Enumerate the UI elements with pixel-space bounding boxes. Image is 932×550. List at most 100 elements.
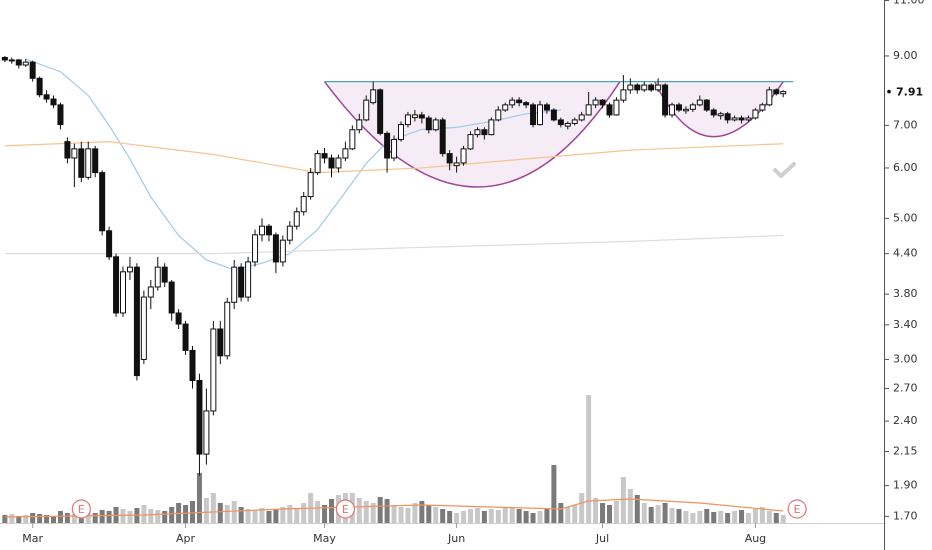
earnings-marker: E bbox=[335, 499, 355, 519]
volume-bar bbox=[454, 513, 460, 523]
candle-body bbox=[300, 196, 307, 213]
volume-bar bbox=[544, 509, 550, 523]
volume-bar bbox=[287, 505, 293, 523]
volume-bar bbox=[690, 513, 696, 523]
candle-body bbox=[620, 89, 627, 101]
y-tick-label: 3.80 bbox=[893, 287, 918, 300]
candle-body bbox=[550, 109, 557, 121]
volume-bar bbox=[509, 508, 515, 523]
y-tick-label: 1.90 bbox=[893, 479, 918, 492]
volume-bar bbox=[190, 501, 196, 523]
candle-body bbox=[182, 323, 189, 351]
candle-body bbox=[140, 296, 147, 360]
volume-bar bbox=[266, 511, 272, 523]
candle-body bbox=[217, 328, 224, 357]
volume-bar bbox=[92, 513, 98, 523]
candle-body bbox=[210, 328, 217, 412]
volume-bar bbox=[162, 511, 168, 523]
candle-body bbox=[578, 114, 585, 121]
volume-bar bbox=[9, 514, 15, 523]
volume-bar bbox=[613, 501, 619, 523]
candle-body bbox=[780, 91, 787, 95]
candle-body bbox=[752, 109, 759, 119]
earnings-circle bbox=[335, 499, 355, 519]
candle-body bbox=[696, 99, 703, 106]
volume-bar bbox=[405, 508, 411, 523]
candle-body bbox=[669, 104, 676, 116]
y-tick-label: 2.15 bbox=[893, 445, 918, 458]
volume-bar bbox=[384, 499, 390, 523]
volume-bar bbox=[64, 513, 70, 523]
candle-body bbox=[78, 148, 85, 178]
volume-bar bbox=[245, 509, 251, 523]
volume-bar bbox=[231, 501, 237, 523]
candle-body bbox=[530, 104, 537, 126]
candle-body bbox=[641, 84, 648, 91]
candle-body bbox=[92, 148, 99, 174]
volume-bar bbox=[732, 511, 738, 523]
candle-body bbox=[516, 99, 523, 104]
volume-bar bbox=[106, 511, 112, 523]
volume-bar bbox=[141, 505, 147, 523]
volume-bar bbox=[203, 498, 209, 523]
volume-bar bbox=[766, 511, 772, 523]
candle-body bbox=[627, 84, 634, 91]
volume-bar bbox=[718, 511, 724, 523]
candle-body bbox=[120, 271, 127, 314]
volume-bar bbox=[593, 498, 599, 523]
candle-body bbox=[418, 114, 425, 119]
candle-body bbox=[154, 266, 161, 288]
y-tick-label: 9.00 bbox=[893, 49, 918, 62]
volume-bar bbox=[169, 507, 175, 523]
volume-bar bbox=[725, 513, 731, 523]
candle-body bbox=[8, 59, 15, 62]
candle-body bbox=[259, 225, 266, 236]
volume-bar bbox=[259, 508, 265, 523]
earnings-marker: E bbox=[71, 499, 91, 519]
volume-bar bbox=[697, 511, 703, 523]
candle-body bbox=[745, 117, 752, 121]
volume-bar bbox=[780, 515, 786, 523]
candle-body bbox=[328, 157, 335, 169]
volume-bar bbox=[210, 493, 216, 523]
volume-bar bbox=[461, 511, 467, 523]
volume-bar bbox=[16, 516, 22, 523]
earnings-label: E bbox=[794, 503, 801, 516]
volume-bar bbox=[488, 509, 494, 523]
candle-body bbox=[432, 119, 439, 131]
pattern-fill bbox=[654, 81, 784, 137]
candle-body bbox=[133, 266, 140, 377]
candle-body bbox=[564, 122, 571, 127]
volume-bar bbox=[57, 511, 63, 523]
volume-bar bbox=[467, 509, 473, 523]
candle-body bbox=[391, 139, 398, 159]
x-tick-label: Aug bbox=[745, 532, 766, 545]
candle-body bbox=[342, 148, 349, 159]
candle-body bbox=[50, 98, 57, 106]
candle-body bbox=[363, 99, 370, 121]
candle-body bbox=[571, 119, 578, 124]
volume-bar bbox=[183, 505, 189, 523]
candle-body bbox=[411, 114, 418, 119]
candle-body bbox=[703, 99, 710, 111]
candle-body bbox=[113, 256, 120, 314]
candle-body bbox=[759, 104, 766, 111]
volume-bar bbox=[586, 395, 592, 523]
earnings-circle bbox=[71, 499, 91, 519]
volume-bar bbox=[440, 509, 446, 523]
candle-body bbox=[15, 59, 22, 66]
moving-average bbox=[4, 141, 784, 174]
candle-body bbox=[43, 94, 50, 100]
volume-bar bbox=[447, 511, 453, 523]
candle-body bbox=[474, 129, 481, 136]
volume-bar bbox=[148, 509, 154, 523]
candle-body bbox=[766, 89, 773, 106]
volume-bar bbox=[30, 513, 36, 523]
volume-bar bbox=[155, 510, 161, 523]
volume-bar bbox=[377, 497, 383, 523]
candle-body bbox=[655, 84, 662, 91]
volume-bar bbox=[370, 503, 376, 523]
y-tick-label: 7.00 bbox=[893, 118, 918, 131]
candle-body bbox=[384, 132, 391, 159]
candle-body bbox=[557, 119, 564, 126]
